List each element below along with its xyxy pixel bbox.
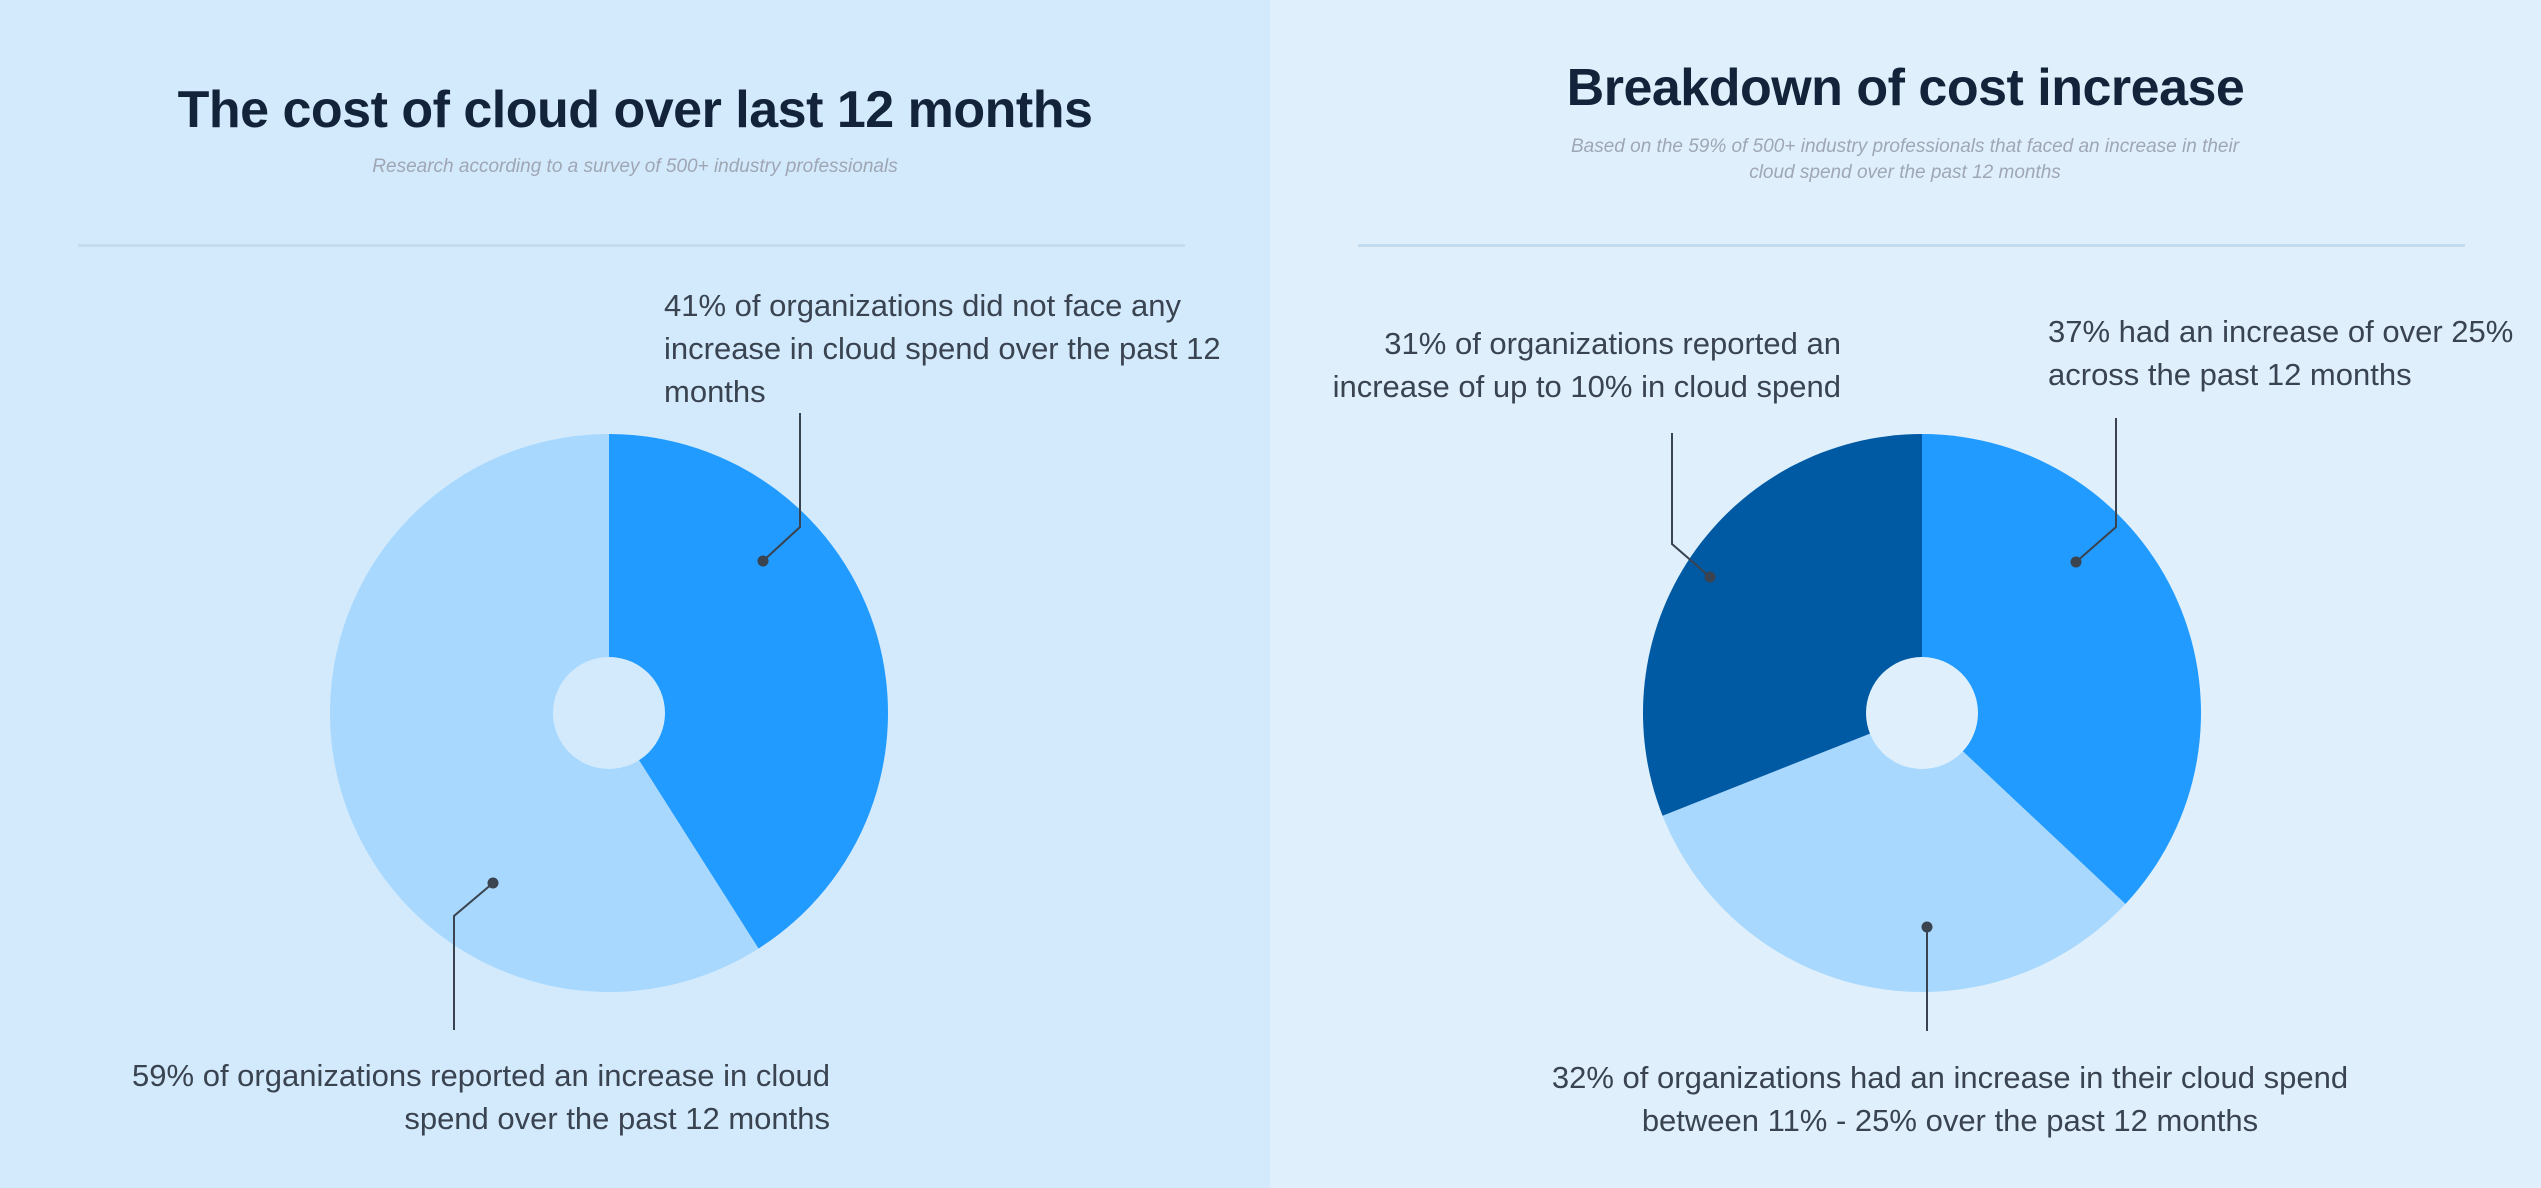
chart-subtitle: Based on the 59% of 500+ industry profes… xyxy=(1570,136,2240,183)
pie-slice xyxy=(609,434,888,949)
data-label-37: 37% had an increase of over 25% across t… xyxy=(2048,314,2514,392)
divider xyxy=(1358,244,2465,247)
leader-dot xyxy=(1921,921,1933,933)
leader-dot xyxy=(2070,556,2082,568)
pie-slice xyxy=(1643,434,1922,816)
chart-title: Breakdown of cost increase xyxy=(1566,59,2245,117)
pie-hole xyxy=(1866,657,1978,769)
divider xyxy=(78,244,1185,247)
leader-dot xyxy=(757,555,769,567)
leader-line xyxy=(762,413,801,562)
leader-line xyxy=(2075,418,2117,563)
pie-slice xyxy=(1922,434,2201,904)
leader-dot xyxy=(1704,571,1716,583)
pie-slice xyxy=(329,434,759,993)
data-label-31: 31% of organizations reported an increas… xyxy=(1332,326,1841,404)
data-label-41: 41% of organizations did not face any in… xyxy=(664,288,1221,409)
data-label-32: 32% of organizations had an increase in … xyxy=(1551,1060,2349,1138)
chart-subtitle: Research according to a survey of 500+ i… xyxy=(372,156,898,177)
pie-slice xyxy=(1662,713,2126,992)
chart-title: The cost of cloud over last 12 months xyxy=(177,81,1093,139)
data-label-59: 59% of organizations reported an increas… xyxy=(132,1058,830,1136)
leader-line xyxy=(1671,433,1711,578)
leader-dot xyxy=(487,877,499,889)
leader-line xyxy=(453,882,494,1030)
pie-hole xyxy=(553,657,665,769)
